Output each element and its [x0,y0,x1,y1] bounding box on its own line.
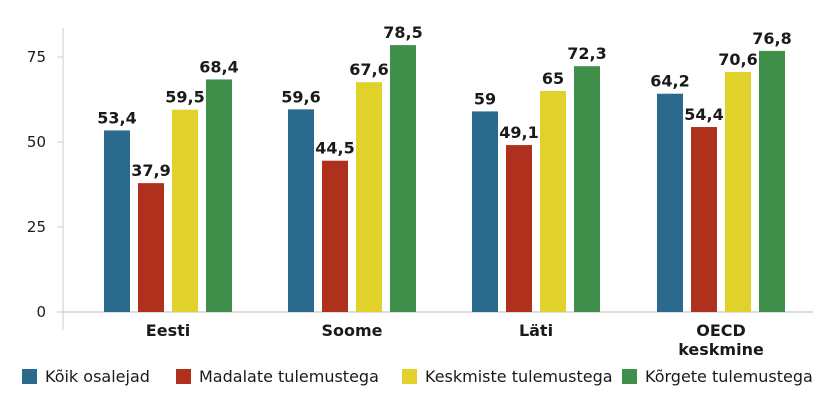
x-tick-label: OECD keskmine [678,321,764,359]
data-label: 59,5 [165,88,204,107]
bar [574,66,600,313]
data-label: 59 [474,89,496,108]
legend-label: Keskmiste tulemustega [425,367,613,386]
legend-item: Kõik osalejad [22,367,150,386]
y-tick-label: 25 [27,218,46,236]
legend-item: Keskmiste tulemustega [402,367,613,386]
data-label: 78,5 [383,23,422,42]
bar [472,111,498,313]
bar [356,82,382,312]
bar [691,127,717,312]
x-tick-label: Eesti [146,321,190,340]
bar [759,50,785,312]
legend-swatch [402,369,417,384]
bar [206,79,232,312]
data-label: 54,4 [684,105,723,124]
bar [172,109,198,312]
legend-label: Kõik osalejad [45,367,150,386]
legend-item: Madalate tulemustega [176,367,379,386]
bar [288,109,314,312]
data-label: 44,5 [315,139,354,158]
data-label: 49,1 [499,123,538,142]
legend-swatch [22,369,37,384]
legend-label: Madalate tulemustega [199,367,379,386]
data-label: 64,2 [650,72,689,91]
legend-swatch [176,369,191,384]
y-tick-label: 50 [27,133,46,151]
legend-item: Kõrgete tulemustega [622,367,813,386]
data-label: 72,3 [567,44,606,63]
y-tick-label: 75 [27,48,46,66]
data-label: 65 [542,69,564,88]
bar [390,45,416,312]
data-label: 76,8 [752,29,791,48]
data-label: 37,9 [131,161,170,180]
bar [104,130,130,312]
legend-swatch [622,369,637,384]
legend: Kõik osalejad Madalate tulemustega Keskmis… [22,367,813,386]
data-label: 53,4 [97,108,136,127]
data-label: 70,6 [718,50,757,69]
category-labels: Eesti Soome Läti OECD keskmine [146,321,764,359]
data-label: 68,4 [199,57,238,76]
y-axis-ticks: 0 25 50 75 [27,48,63,321]
data-label: 59,6 [281,87,320,106]
x-tick-label: Läti [519,321,553,340]
x-tick-label: Soome [321,321,382,340]
bar [540,91,566,312]
data-label: 67,6 [349,60,388,79]
bar [657,93,683,312]
bar [725,71,751,313]
bar [506,145,532,312]
bar [138,183,164,312]
legend-label: Kõrgete tulemustega [645,367,813,386]
y-tick-label: 0 [36,303,46,321]
bar [322,160,348,312]
